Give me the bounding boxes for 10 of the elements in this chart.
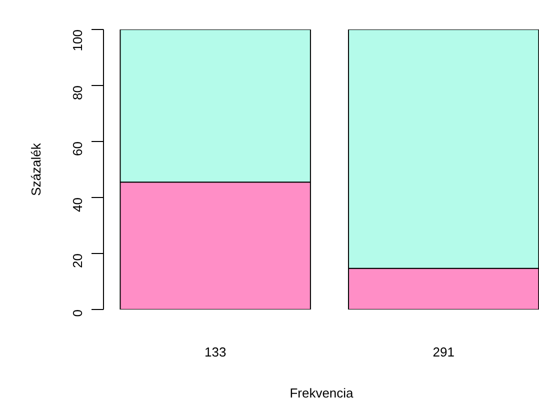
y-tick-label: 0	[70, 309, 85, 317]
x-tick-label: 291	[432, 344, 454, 360]
y-tick-label: 100	[70, 29, 85, 52]
y-tick-label: 60	[70, 141, 85, 156]
y-tick-label: 40	[70, 197, 85, 212]
y-tick-label: 80	[70, 85, 85, 100]
x-tick-label: 133	[204, 344, 226, 360]
y-tick-label: 20	[70, 253, 85, 268]
x-axis-title: Frekvencia	[290, 386, 354, 400]
y-axis-title: Százalék	[28, 142, 44, 196]
